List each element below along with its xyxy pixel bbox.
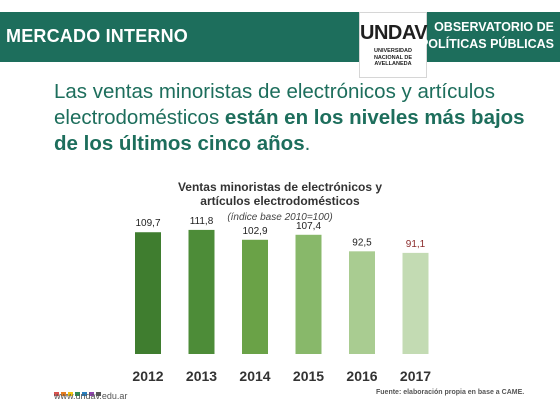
logo-sub-line: UNIVERSIDAD xyxy=(374,48,412,54)
footer-dot xyxy=(61,392,66,396)
header-bar: MERCADO INTERNO UNDAV UNIVERSIDAD NACION… xyxy=(0,12,560,78)
logo-wordmark: UNDAV xyxy=(360,22,428,44)
chart-title: Ventas minoristas de electrónicos y artí… xyxy=(130,180,430,208)
value-label-2016: 92,5 xyxy=(352,237,372,248)
x-tick-2016: 2016 xyxy=(346,368,377,384)
footer-dot xyxy=(54,392,59,396)
bar-2013 xyxy=(188,229,215,354)
bar-2014 xyxy=(242,239,268,354)
footer-dot xyxy=(82,392,87,396)
x-tick-2015: 2015 xyxy=(293,368,324,384)
footer-dot xyxy=(68,392,73,396)
footer-url[interactable]: www.undav.edu.ar xyxy=(54,391,128,401)
observatorio-line: POLÍTICAS PÚBLICAS xyxy=(419,37,554,51)
footer-dot xyxy=(89,392,94,396)
headline: Las ventas minoristas de electrónicos y … xyxy=(54,79,554,157)
value-label-2015: 107,4 xyxy=(296,221,321,232)
observatorio-line: OBSERVATORIO DE xyxy=(434,20,554,34)
footer-source: Fuente: elaboración propia en base a CAM… xyxy=(376,389,525,396)
undav-logo: UNDAV UNIVERSIDAD NACIONAL DE AVELLANEDA xyxy=(359,12,428,78)
x-tick-2013: 2013 xyxy=(186,368,217,384)
headline-bold: están en los niveles más bajos de los úl… xyxy=(54,106,525,155)
value-label-2012: 109,7 xyxy=(135,218,160,229)
headline-regular: Las ventas minoristas de electrónicos y … xyxy=(54,80,495,129)
observatorio-label: OBSERVATORIO DE POLÍTICAS PÚBLICAS xyxy=(420,19,554,53)
footer-color-dots xyxy=(54,383,103,401)
x-tick-2017: 2017 xyxy=(400,368,431,384)
value-label-2013: 111,8 xyxy=(190,216,214,227)
section-label: MERCADO INTERNO xyxy=(6,26,188,46)
bar-2012 xyxy=(135,232,161,354)
logo-sub-line: AVELLANEDA xyxy=(374,61,412,67)
chart-title-line: Ventas minoristas de electrónicos y xyxy=(177,180,383,194)
footer-dot xyxy=(96,392,101,396)
bar-2015 xyxy=(295,234,322,354)
logo-subtitle: UNIVERSIDAD NACIONAL DE AVELLANEDA xyxy=(360,48,426,68)
bar-2016 xyxy=(349,251,375,354)
headline-end: . xyxy=(304,132,311,155)
value-label-2014: 102,9 xyxy=(242,226,267,237)
x-tick-2014: 2014 xyxy=(239,368,270,384)
chart-title-line: artículos electrodomésticos xyxy=(200,194,360,208)
bar-2017 xyxy=(402,252,429,354)
logo-sub-line: NACIONAL DE xyxy=(373,54,413,61)
x-tick-2012: 2012 xyxy=(132,368,163,384)
footer-dot xyxy=(75,392,80,396)
value-label-2017: 91,1 xyxy=(406,239,426,250)
chart-subtitle: (índice base 2010=100) xyxy=(227,212,333,223)
